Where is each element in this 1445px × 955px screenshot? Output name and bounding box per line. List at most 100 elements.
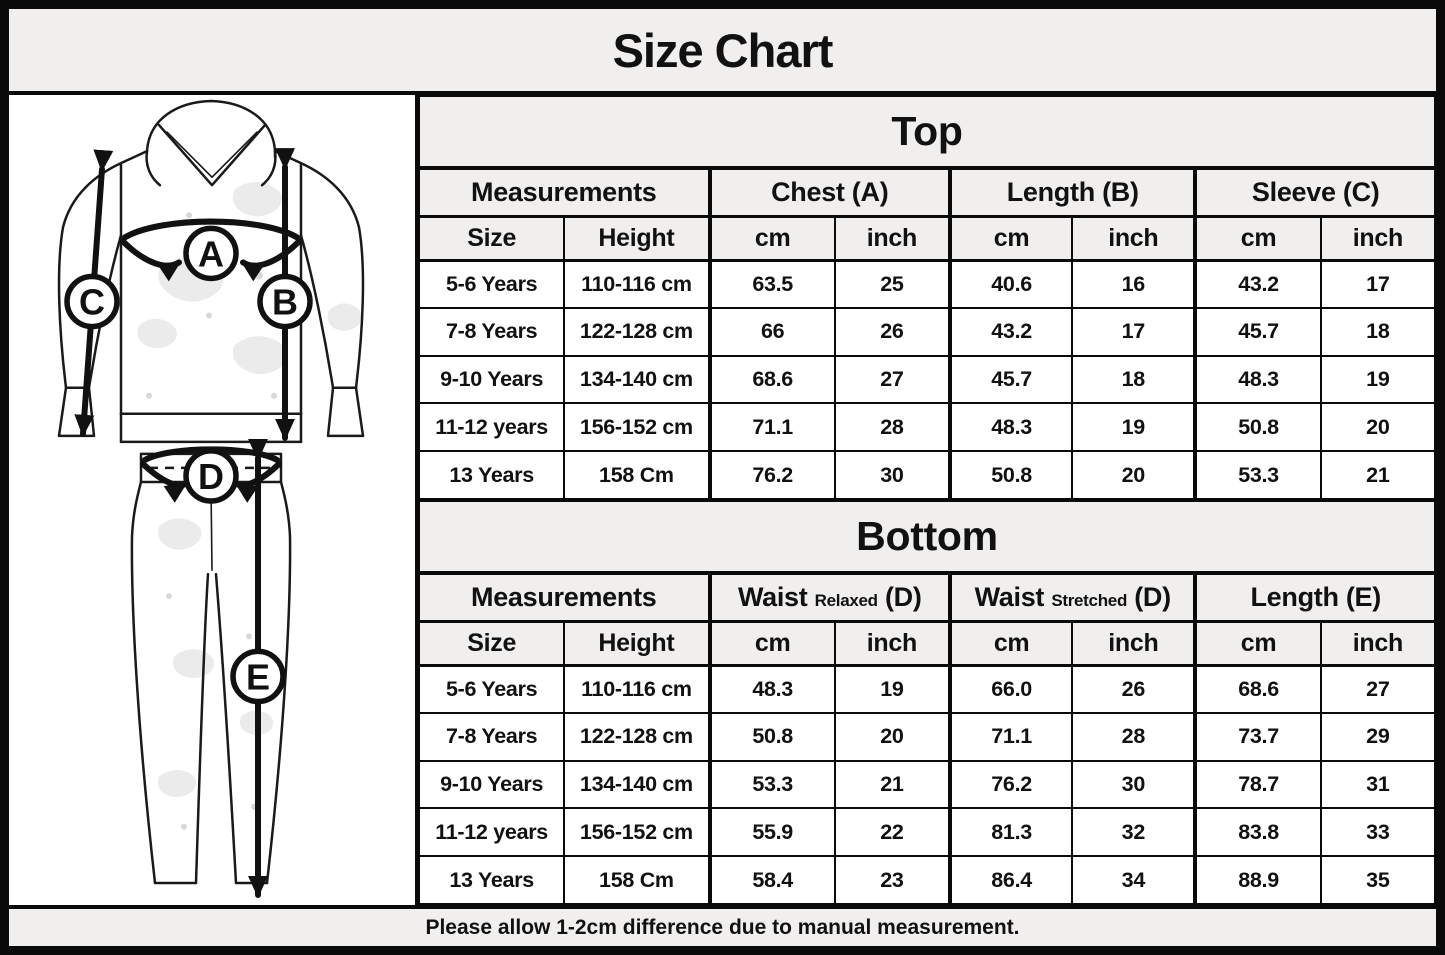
top-section-title: Top: [418, 95, 1436, 170]
value-cell: 28: [833, 402, 951, 453]
height-cell: 122-128 cm: [563, 306, 711, 357]
value-cell: 17: [1319, 259, 1437, 309]
subheader-height: Height: [563, 215, 711, 262]
value-cell: 21: [1319, 450, 1437, 500]
subheader-size: Size: [417, 620, 566, 667]
table-row: 7-8 Years 122-128 cm 50.8 20 71.1 28 73.7 29: [417, 711, 1437, 762]
value-cell: 50.8: [1193, 402, 1322, 453]
waist-label: Waist: [974, 581, 1045, 612]
value-cell: 53.3: [1193, 450, 1322, 500]
value-cell: 45.7: [947, 354, 1074, 405]
waist-stretched-letter: (D): [1134, 581, 1171, 612]
subheader-size: Size: [417, 215, 566, 262]
header-chest: Chest (A): [707, 167, 951, 218]
value-cell: 19: [1319, 354, 1437, 405]
value-cell: 30: [1071, 759, 1197, 810]
value-cell: 55.9: [707, 807, 836, 858]
subheader-cm: cm: [947, 215, 1074, 262]
table-row: 5-6 Years 110-116 cm 63.5 25 40.6 16 43.2 17: [417, 259, 1437, 309]
marker-circle-b: [257, 273, 313, 330]
top-sub-header-row: Size Height cm inch cm inch cm inch: [417, 215, 1437, 262]
value-cell: 71.1: [707, 402, 836, 453]
marker-circle-d: [183, 448, 239, 504]
chest-arrow-right: [240, 238, 302, 282]
subheader-cm: cm: [707, 215, 836, 262]
subheader-cm: cm: [1193, 215, 1322, 262]
measurement-note: Please allow 1-2cm difference due to man…: [425, 915, 1020, 939]
value-cell: 76.2: [947, 759, 1074, 810]
bottom-section-row: Bottom: [418, 500, 1436, 575]
footer-band: Please allow 1-2cm difference due to man…: [9, 909, 1436, 946]
value-cell: 78.7: [1193, 759, 1322, 810]
value-cell: 71.1: [947, 711, 1074, 762]
height-cell: 156-152 cm: [563, 807, 711, 858]
subheader-inch: inch: [833, 620, 951, 667]
bottom-size-table: Bottom Measurements Waist Relaxed (D) Wa…: [417, 500, 1437, 905]
value-cell: 27: [833, 354, 951, 405]
size-cell: 5-6 Years: [417, 664, 566, 714]
value-cell: 30: [833, 450, 951, 500]
value-cell: 50.8: [707, 711, 836, 762]
tracksuit-illustration: A B C D E: [57, 99, 365, 898]
marker-d: D: [198, 456, 224, 497]
size-cell: 11-12 years: [417, 402, 566, 453]
bottom-section-title: Bottom: [418, 500, 1436, 575]
header-length: Length (B): [947, 167, 1197, 218]
value-cell: 23: [833, 855, 951, 905]
value-cell: 18: [1071, 354, 1197, 405]
value-cell: 19: [833, 664, 951, 714]
header-length-e: Length (E): [1193, 572, 1436, 623]
title-band: Size Chart: [9, 9, 1436, 91]
value-cell: 33: [1319, 807, 1437, 858]
height-cell: 110-116 cm: [563, 664, 711, 714]
marker-circle-e: [230, 648, 286, 705]
subheader-inch: inch: [1319, 215, 1437, 262]
waist-label: Waist: [737, 581, 808, 612]
value-cell: 20: [833, 711, 951, 762]
value-cell: 86.4: [947, 855, 1074, 905]
stretched-label: Stretched: [1051, 590, 1128, 610]
size-cell: 7-8 Years: [417, 306, 566, 357]
value-cell: 27: [1319, 664, 1437, 714]
table-row: 5-6 Years 110-116 cm 48.3 19 66.0 26 68.6 27: [417, 664, 1437, 714]
value-cell: 18: [1319, 306, 1437, 357]
pants-outline: [130, 452, 292, 885]
top-section-row: Top: [418, 95, 1436, 170]
value-cell: 73.7: [1193, 711, 1322, 762]
value-cell: 76.2: [707, 450, 836, 500]
value-cell: 45.7: [1193, 306, 1322, 357]
relaxed-label: Relaxed: [814, 590, 878, 610]
subheader-cm: cm: [947, 620, 1074, 667]
table-row: 9-10 Years 134-140 cm 53.3 21 76.2 30 78.7 31: [417, 759, 1437, 810]
subheader-cm: cm: [1193, 620, 1322, 667]
marker-e: E: [246, 656, 270, 697]
height-cell: 156-152 cm: [563, 402, 711, 453]
value-cell: 58.4: [707, 855, 836, 905]
value-cell: 16: [1071, 259, 1197, 309]
header-waist-relaxed: Waist Relaxed (D): [707, 572, 951, 623]
header-measurements: Measurements: [418, 167, 711, 218]
measurement-annotations: A B C D E: [64, 148, 313, 898]
size-cell: 7-8 Years: [417, 711, 566, 762]
value-cell: 34: [1071, 855, 1197, 905]
table-row: 13 Years 158 Cm 76.2 30 50.8 20 53.3 21: [417, 450, 1437, 500]
value-cell: 43.2: [1193, 259, 1322, 309]
value-cell: 66.0: [947, 664, 1074, 714]
bottom-group-header-row: Measurements Waist Relaxed (D) Waist Str…: [418, 572, 1436, 623]
table-row: 7-8 Years 122-128 cm 66 26 43.2 17 45.7 18: [417, 306, 1437, 357]
value-cell: 68.6: [707, 354, 836, 405]
header-measurements: Measurements: [418, 572, 711, 623]
value-cell: 17: [1071, 306, 1197, 357]
value-cell: 19: [1071, 402, 1197, 453]
waist-relaxed-letter: (D): [884, 581, 922, 612]
value-cell: 32: [1071, 807, 1197, 858]
garment-diagram: A B C D E: [9, 95, 415, 905]
table-row: 13 Years 158 Cm 58.4 23 86.4 34 88.9 35: [417, 855, 1437, 905]
header-waist-stretched: Waist Stretched (D): [947, 572, 1197, 623]
main-area: A B C D E: [9, 95, 1437, 905]
value-cell: 50.8: [947, 450, 1074, 500]
value-cell: 48.3: [1193, 354, 1322, 405]
height-cell: 122-128 cm: [563, 711, 711, 762]
value-cell: 48.3: [947, 402, 1074, 453]
size-cell: 9-10 Years: [417, 759, 566, 810]
